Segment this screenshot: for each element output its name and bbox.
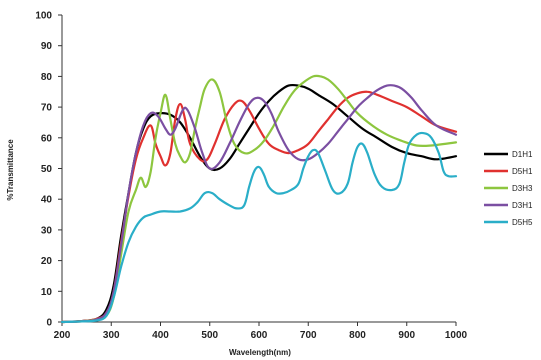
- y-tick-label: 40: [41, 195, 53, 206]
- x-tick-label: 1000: [445, 330, 468, 341]
- y-tick-label: 100: [35, 11, 52, 22]
- series-line-d5h1: [60, 90, 458, 324]
- legend-label-d3h3: D3H3: [512, 184, 533, 193]
- y-axis-title: %Transmittance: [6, 139, 15, 201]
- tick-labels: 0 10 20 30 40 50 60 70 80 90 100 200 300 400 500 600 700…: [35, 11, 467, 342]
- x-tick-label: 400: [152, 330, 169, 341]
- series-lines: [60, 74, 458, 324]
- legend-label-d1h1: D1H1: [512, 150, 533, 159]
- x-axis-title: Wavelength(nm): [229, 348, 291, 357]
- axes: [58, 14, 457, 326]
- series-line-d3h1: [60, 84, 458, 324]
- x-tick-label: 200: [54, 330, 71, 341]
- x-tick-label: 300: [103, 330, 120, 341]
- y-tick-label: 80: [41, 72, 53, 83]
- legend-label-d5h5: D5H5: [512, 218, 533, 227]
- legend: D1H1 D5H1 D3H3 D3H1 D5H5: [484, 150, 533, 227]
- x-tick-label: 500: [201, 330, 218, 341]
- x-tick-label: 600: [251, 330, 268, 341]
- series-line-d3h3: [60, 74, 458, 324]
- y-tick-label: 60: [41, 133, 53, 144]
- y-tick-label: 30: [41, 225, 53, 236]
- legend-label-d5h1: D5H1: [512, 167, 533, 176]
- y-tick-label: 50: [41, 164, 53, 175]
- y-tick-label: 70: [41, 103, 53, 114]
- x-tick-label: 900: [398, 330, 415, 341]
- x-tick-label: 800: [349, 330, 366, 341]
- y-tick-label: 0: [46, 318, 52, 329]
- series-line-d1h1: [60, 83, 458, 324]
- legend-label-d3h1: D3H1: [512, 201, 533, 210]
- series-line-d5h5: [60, 131, 458, 324]
- y-tick-label: 20: [41, 256, 53, 267]
- y-tick-label: 10: [41, 287, 53, 298]
- x-tick-label: 700: [300, 330, 317, 341]
- y-tick-label: 90: [41, 41, 53, 52]
